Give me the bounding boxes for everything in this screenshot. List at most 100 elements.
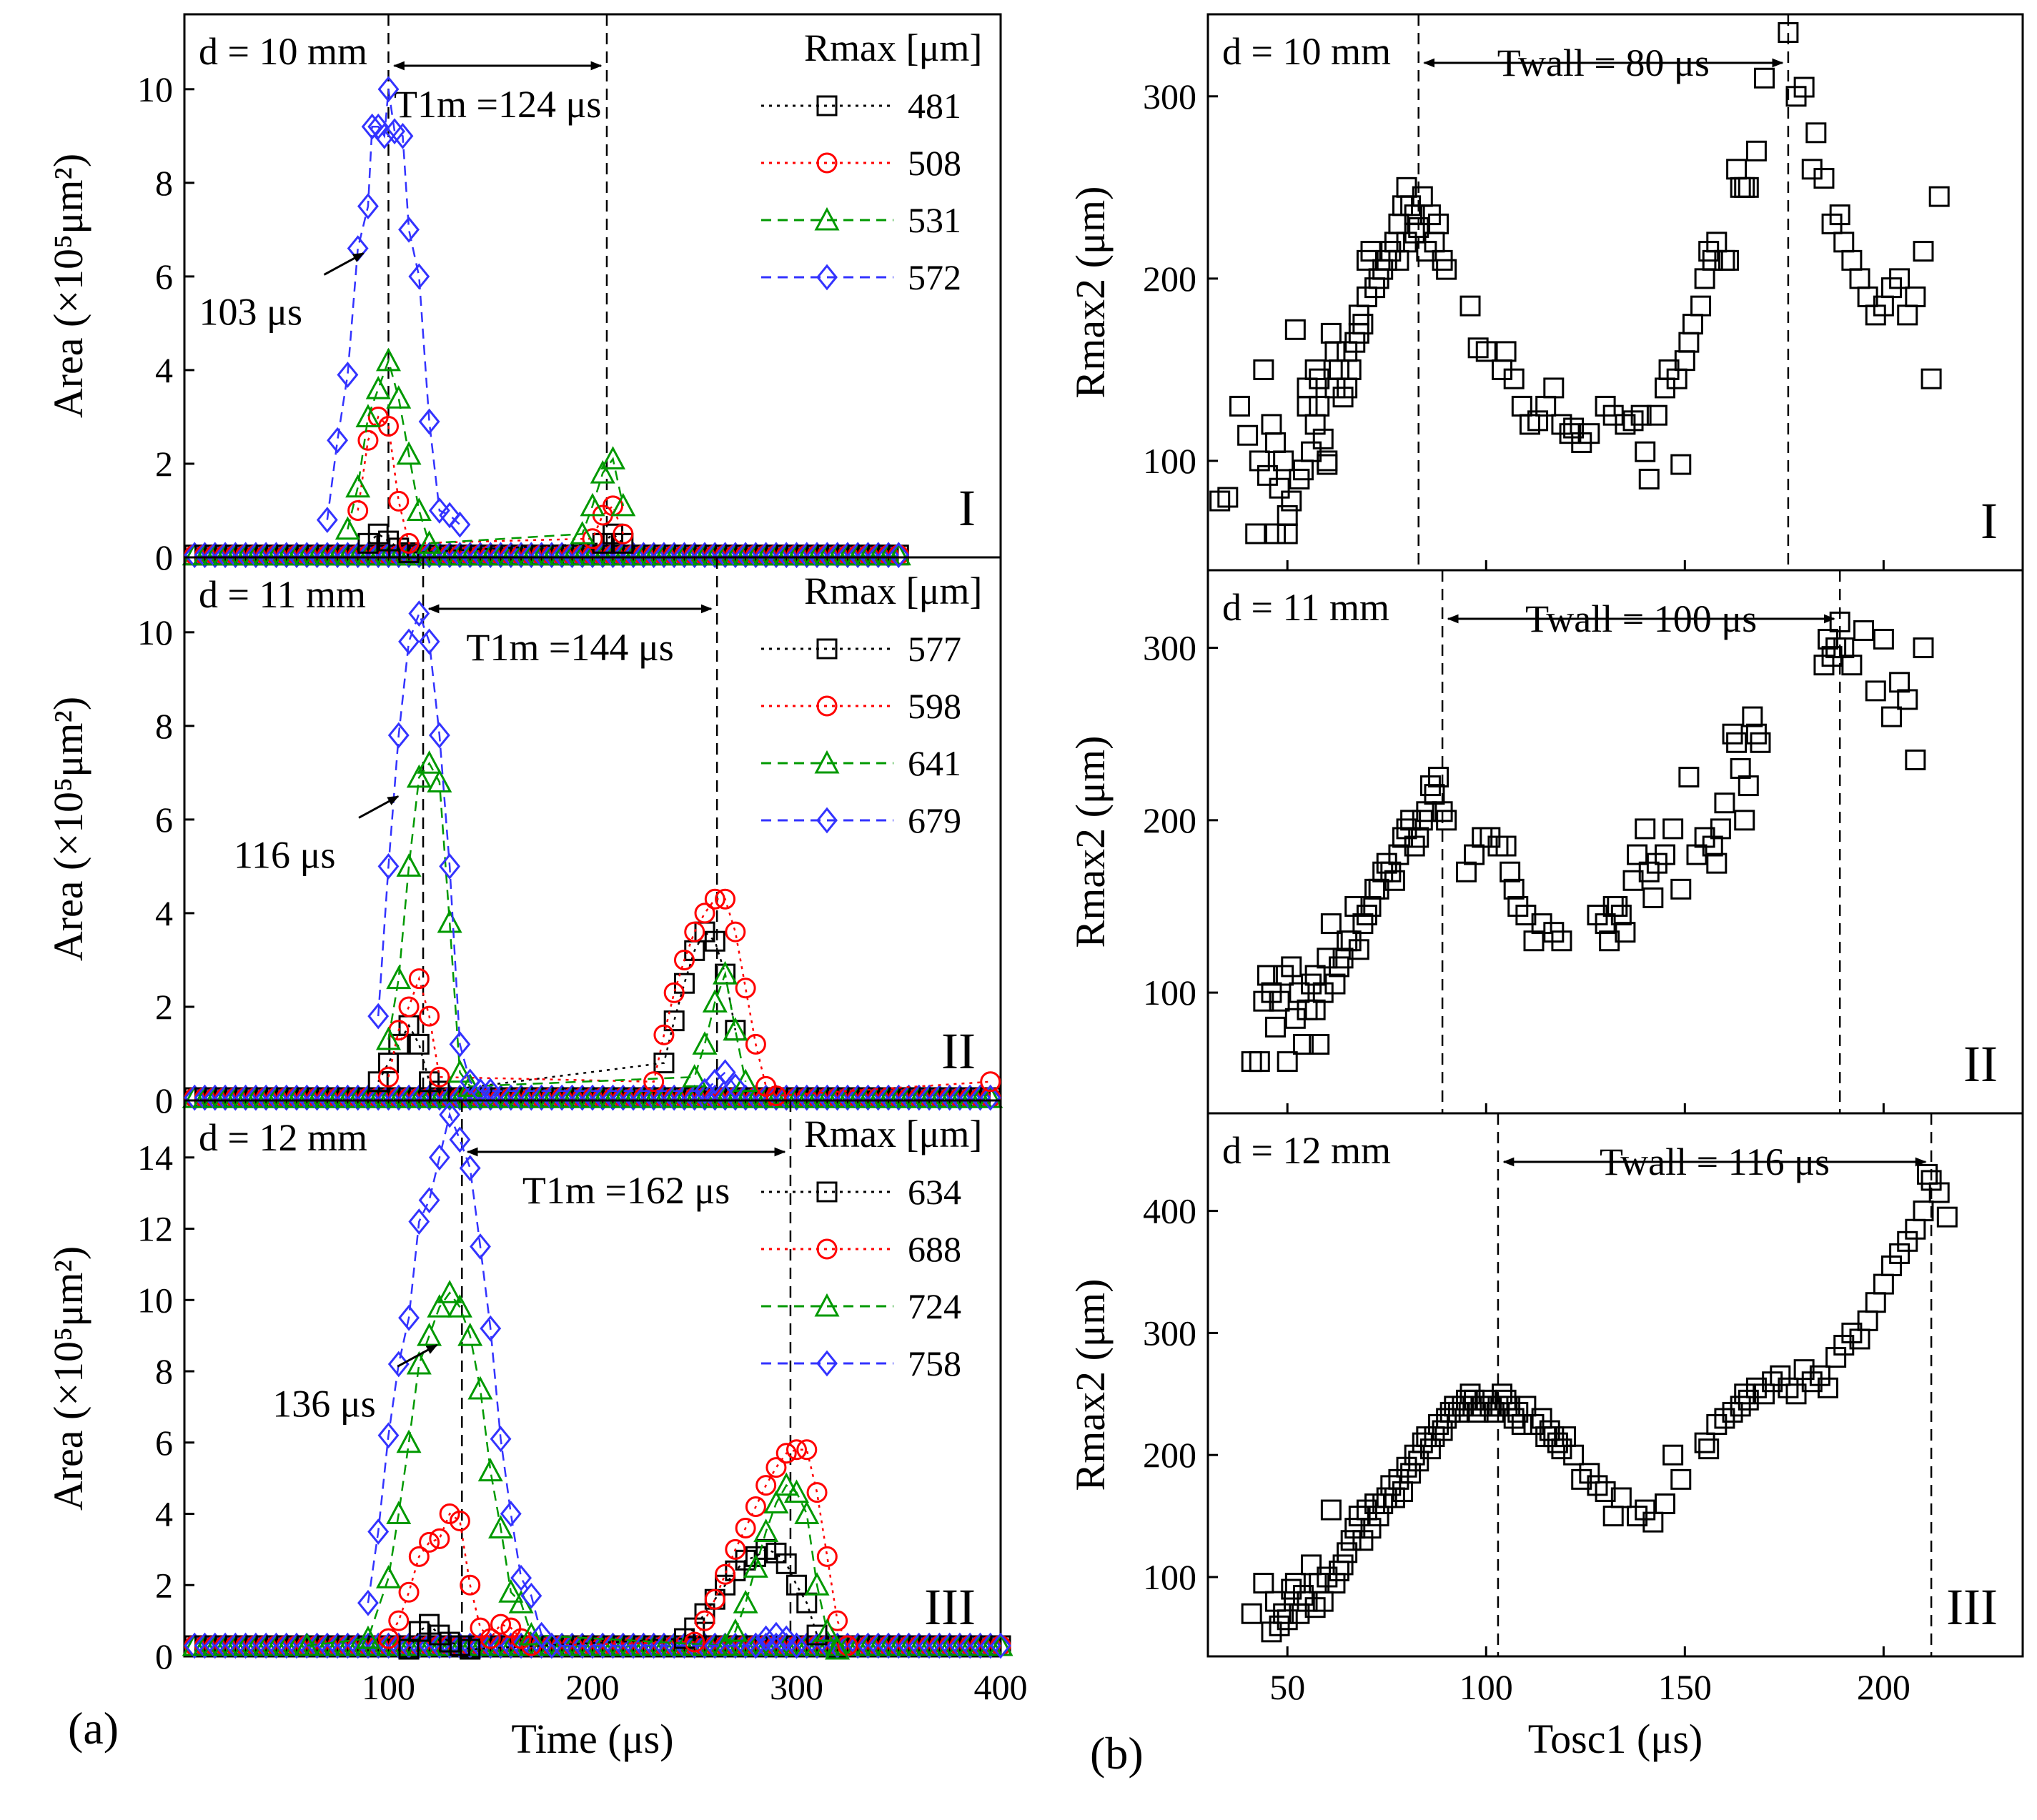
chart-b2: 100 200 300 Rmax2 (μm) d = 11 mm Twall = 100 …: [1067, 569, 2024, 1115]
data-point: [1635, 1499, 1656, 1521]
data-point: [1642, 1511, 1664, 1533]
data-point-572: [327, 427, 349, 454]
data-point-679: [724, 1073, 746, 1100]
data-point: [1309, 1033, 1330, 1055]
data-point: [1312, 428, 1334, 449]
y-axis-label: Area (×10⁵μm²): [45, 697, 91, 961]
data-point: [1738, 176, 1759, 198]
data-point: [1785, 1383, 1807, 1405]
data-point: [1655, 844, 1676, 865]
data-point-481: [613, 532, 634, 554]
data-point-724: [723, 1618, 748, 1642]
period-label: Twall = 100 μs: [1525, 597, 1757, 640]
data-point-598: [419, 1005, 440, 1027]
data-point-688: [684, 1631, 705, 1653]
data-point: [1511, 1414, 1532, 1436]
data-point: [1722, 1401, 1743, 1423]
distance-label: d = 10 mm: [1222, 30, 1391, 73]
data-point-572: [373, 122, 395, 149]
legend-entry-481: 481: [908, 86, 961, 126]
data-point-598: [663, 982, 685, 1003]
legend-entry-634: 634: [908, 1172, 961, 1212]
data-point-598: [704, 888, 725, 910]
data-point: [1730, 757, 1751, 779]
data-point: [1292, 1585, 1314, 1606]
data-point-531: [345, 474, 371, 498]
data-point-572: [316, 507, 338, 533]
y-tick-label: 300: [1143, 628, 1196, 668]
data-point-572: [337, 362, 359, 388]
data-point: [1281, 1578, 1302, 1600]
data-point: [1706, 1414, 1728, 1436]
data-point: [1503, 368, 1525, 389]
data-point: [1284, 319, 1306, 340]
data-point-679: [449, 1031, 471, 1058]
data-point-577: [408, 1033, 430, 1055]
data-point: [1459, 295, 1481, 317]
data-point-724: [294, 1632, 319, 1656]
data-point: [1627, 1506, 1648, 1527]
y-tick-label: 300: [1143, 1313, 1196, 1353]
data-point: [1694, 268, 1715, 289]
data-point: [1535, 395, 1557, 417]
data-point-688: [816, 1546, 838, 1567]
data-point-688: [480, 1628, 501, 1649]
data-point: [1770, 1365, 1791, 1386]
data-point-688: [419, 1531, 440, 1553]
data-point: [1563, 1444, 1585, 1466]
data-point: [1241, 1051, 1262, 1073]
legend-entry-679: 679: [908, 800, 961, 840]
data-point-508: [347, 499, 369, 521]
data-point-572: [408, 263, 430, 290]
x-axis-label: Time (μs): [511, 1716, 673, 1762]
data-point: [1384, 1487, 1405, 1508]
y-tick-label: 14: [137, 1138, 173, 1178]
data-point: [1718, 249, 1739, 271]
data-point-758: [500, 1501, 522, 1527]
y-tick-label: 200: [1143, 259, 1196, 299]
data-point: [1762, 1371, 1783, 1393]
data-point: [1340, 1530, 1362, 1551]
data-point-724: [743, 1554, 768, 1578]
data-point: [1547, 1432, 1568, 1453]
data-point: [1475, 1389, 1497, 1411]
data-point: [1865, 1292, 1886, 1313]
data-point-724: [733, 1590, 758, 1613]
data-point: [1368, 1506, 1389, 1527]
data-point: [1507, 1401, 1529, 1423]
data-point-758: [490, 1426, 512, 1453]
data-point: [1738, 1389, 1759, 1411]
data-point-641: [682, 1064, 708, 1088]
data-point-641: [375, 1026, 402, 1050]
data-point-531: [396, 441, 422, 465]
y-tick-label: 2: [155, 1565, 173, 1605]
data-point: [1865, 680, 1886, 702]
peak-arrow: [358, 795, 400, 819]
series-line-724: [307, 1291, 838, 1650]
data-point-688: [429, 1528, 450, 1549]
data-point: [1833, 232, 1855, 253]
data-point: [1801, 1371, 1823, 1393]
data-point-598: [673, 949, 695, 970]
series-line-688: [387, 1448, 849, 1647]
x-tick-label: 50: [1269, 1667, 1305, 1707]
data-point: [1615, 922, 1636, 943]
series-line-572: [326, 89, 461, 526]
data-point: [1436, 1408, 1457, 1429]
y-tick-label: 4: [155, 350, 173, 390]
data-point-679: [387, 722, 410, 749]
y-tick-label: 12: [137, 1209, 173, 1249]
data-point-724: [417, 1322, 442, 1346]
data-point-531: [355, 404, 381, 427]
data-point: [1503, 1408, 1525, 1429]
data-point-688: [378, 1628, 399, 1649]
data-point: [1880, 706, 1902, 727]
data-point: [1237, 424, 1259, 446]
data-point: [1622, 410, 1644, 432]
data-point: [1340, 359, 1362, 380]
y-tick-label: 0: [155, 1080, 173, 1120]
data-point-641: [702, 989, 728, 1013]
data-point: [1348, 1506, 1369, 1527]
data-point-688: [745, 1496, 766, 1518]
data-point-688: [796, 1439, 818, 1461]
